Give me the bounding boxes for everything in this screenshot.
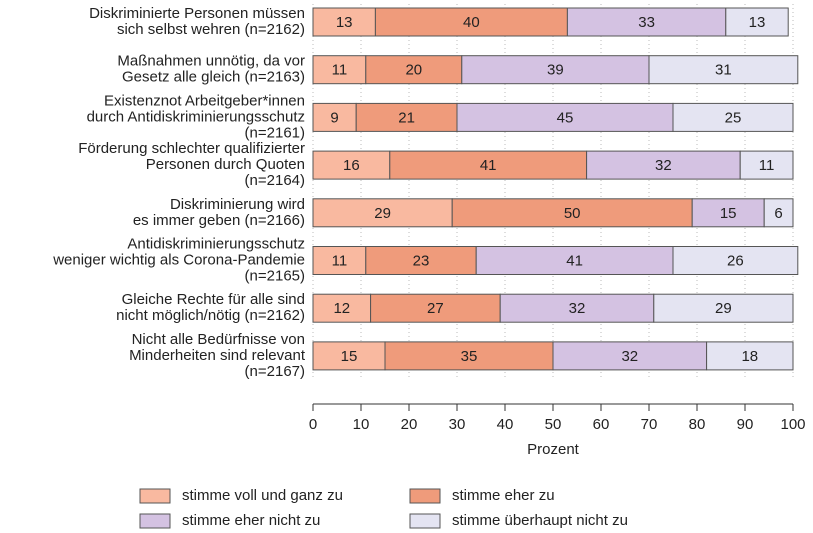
value-label: 26 [727, 252, 744, 269]
bar-segment [653, 293, 794, 323]
x-tick-label: 30 [449, 416, 466, 433]
value-label: 11 [332, 62, 348, 79]
value-label: 29 [715, 300, 732, 317]
x-tick-label: 10 [353, 416, 370, 433]
x-tick-label: 90 [737, 416, 754, 433]
value-label: 32 [621, 348, 638, 365]
value-label: 11 [332, 252, 348, 269]
x-tick-label: 40 [497, 416, 514, 433]
legend-label: stimme voll und ganz zu [182, 487, 343, 504]
value-label: 50 [564, 205, 581, 222]
y-tick-label: Förderung schlechter qualifizierter Perso… [78, 140, 305, 189]
bar-segment [389, 150, 588, 180]
bar-segment [499, 293, 655, 323]
bar-segment [370, 293, 501, 323]
value-label: 39 [547, 62, 564, 79]
bar-segment [706, 341, 794, 371]
value-label: 13 [749, 14, 766, 31]
bar-segment [739, 150, 794, 180]
bar-segment [461, 55, 650, 85]
x-tick-label: 100 [780, 416, 805, 433]
value-label: 29 [374, 205, 391, 222]
x-tick-label: 0 [309, 416, 317, 433]
value-label: 35 [461, 348, 478, 365]
value-label: 45 [557, 109, 574, 126]
legend-swatch [409, 513, 441, 529]
y-tick-label: Diskriminierung wird es immer geben (n=21… [133, 196, 305, 229]
value-label: 32 [569, 300, 586, 317]
bar-segment [763, 198, 794, 228]
y-tick-label: Maßnahmen unnötig, da vor Gesetz alle gle… [117, 53, 305, 86]
value-label: 23 [413, 252, 430, 269]
bar-segment [475, 246, 674, 275]
x-axis-label: Prozent [527, 441, 580, 458]
bar-segment [691, 198, 765, 228]
value-label: 33 [638, 14, 655, 31]
value-label: 15 [341, 348, 358, 365]
value-label: 16 [343, 157, 360, 174]
value-label: 41 [566, 252, 583, 269]
value-label: 20 [405, 62, 422, 79]
value-label: 27 [427, 300, 444, 317]
x-tick-label: 80 [689, 416, 706, 433]
bar-segment [456, 102, 674, 132]
bar-segment [725, 7, 789, 37]
bar-segment [365, 246, 477, 275]
x-tick-label: 50 [545, 416, 562, 433]
bar-segment [451, 198, 693, 228]
value-label: 40 [463, 14, 480, 31]
legend-swatch [139, 488, 171, 504]
value-label: 6 [774, 205, 782, 222]
x-tick-label: 70 [641, 416, 658, 433]
bar-segment [586, 150, 741, 180]
value-label: 21 [398, 109, 415, 126]
value-label: 12 [333, 300, 350, 317]
value-label: 9 [330, 109, 338, 126]
legend-swatch [139, 513, 171, 529]
value-label: 32 [655, 157, 672, 174]
bar-segment [384, 341, 554, 371]
value-label: 18 [741, 348, 758, 365]
bar-segment [672, 246, 799, 275]
bar-segment [566, 7, 727, 37]
legend-label: stimme eher nicht zu [182, 512, 320, 529]
x-tick-label: 60 [593, 416, 610, 433]
bar-segment [672, 102, 794, 132]
y-tick-label: Existenznot Arbeitgeber*innen durch Antid… [87, 92, 305, 141]
value-label: 15 [720, 205, 737, 222]
value-label: 11 [759, 157, 775, 174]
value-label: 13 [336, 14, 353, 31]
y-tick-label: Antidiskriminierungsschutz weniger wichti… [52, 235, 305, 284]
bar-segment [312, 198, 453, 228]
legend-swatch [409, 488, 441, 504]
bar-segment [374, 7, 568, 37]
bar-segment [312, 246, 367, 275]
bar-segment [552, 341, 708, 371]
y-tick-label: Diskriminierte Personen müssen sich selbs… [89, 5, 305, 38]
bar-segment [312, 7, 376, 37]
value-label: 31 [715, 62, 732, 79]
legend-label: stimme überhaupt nicht zu [452, 512, 628, 529]
bar-segment [312, 102, 357, 132]
y-tick-label: Nicht alle Bedürfnisse von Minderheiten s… [129, 331, 306, 380]
x-tick-label: 20 [401, 416, 418, 433]
value-label: 41 [480, 157, 497, 174]
y-tick-label: Gleiche Rechte für alle sind nicht möglic… [116, 291, 305, 324]
bar-segment [648, 55, 799, 85]
legend-label: stimme eher zu [452, 487, 555, 504]
value-label: 25 [725, 109, 742, 126]
